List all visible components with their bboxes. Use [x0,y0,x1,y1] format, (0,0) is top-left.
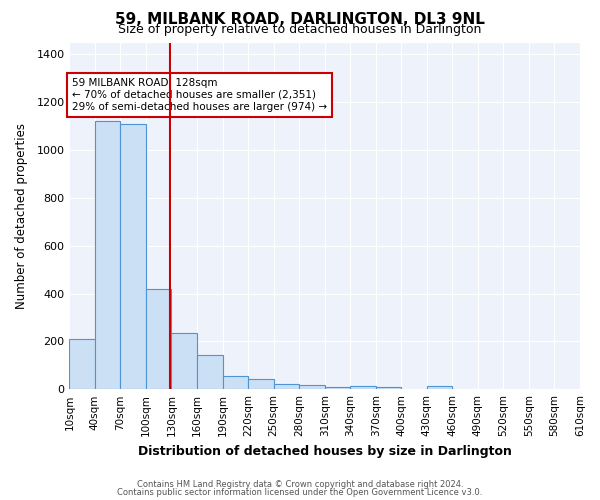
Bar [427,386,452,390]
Bar [172,333,197,390]
Bar [197,354,223,390]
Y-axis label: Number of detached properties: Number of detached properties [15,123,28,309]
Text: 59, MILBANK ROAD, DARLINGTON, DL3 9NL: 59, MILBANK ROAD, DARLINGTON, DL3 9NL [115,12,485,28]
Text: Contains public sector information licensed under the Open Government Licence v3: Contains public sector information licen… [118,488,482,497]
Bar [248,378,274,390]
Bar [325,387,350,390]
Text: 59 MILBANK ROAD: 128sqm
← 70% of detached houses are smaller (2,351)
29% of semi: 59 MILBANK ROAD: 128sqm ← 70% of detache… [72,78,327,112]
Text: Size of property relative to detached houses in Darlington: Size of property relative to detached ho… [118,24,482,36]
Text: Contains HM Land Registry data © Crown copyright and database right 2024.: Contains HM Land Registry data © Crown c… [137,480,463,489]
Bar [376,387,401,390]
Bar [299,384,325,390]
Bar [274,384,299,390]
Bar [146,289,172,390]
Bar [121,124,146,390]
Bar [223,376,248,390]
Bar [350,386,376,390]
Bar [70,339,95,390]
X-axis label: Distribution of detached houses by size in Darlington: Distribution of detached houses by size … [138,444,512,458]
Bar [95,122,121,390]
